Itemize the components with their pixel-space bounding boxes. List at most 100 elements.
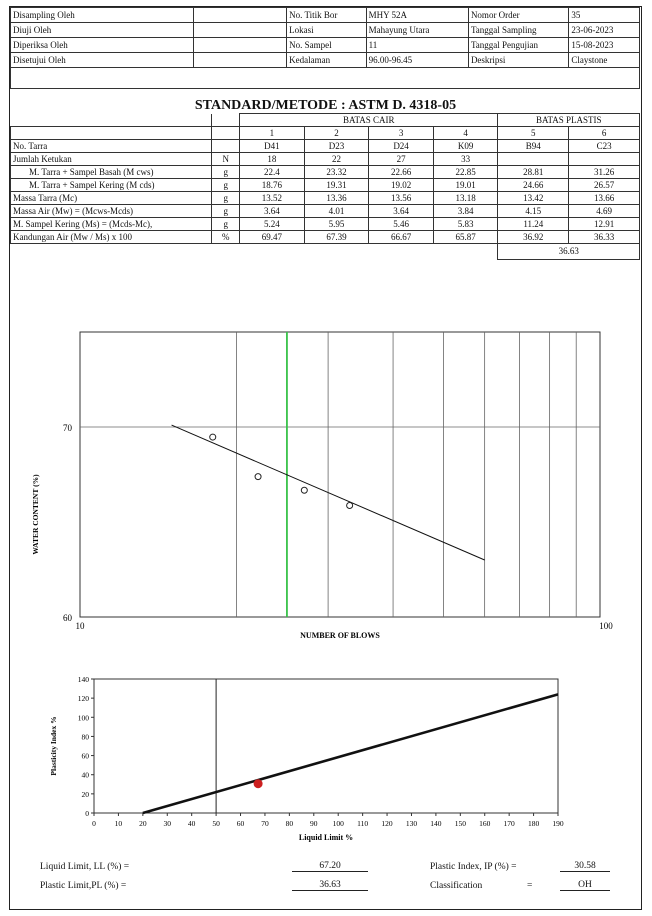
header-label: Lokasi [286,22,367,38]
cell-value: 3.64 [239,204,305,218]
row-unit [211,139,241,153]
cell-value: 5.24 [239,217,305,231]
header-value: 35 [568,7,640,23]
header-value: Claystone [568,52,640,68]
x-tick-label: 30 [164,819,172,828]
x-tick-label: 50 [212,819,220,828]
cell-value: 22.85 [432,165,499,179]
cell-value: B94 [497,139,570,153]
row-label: M. Tarra + Sampel Kering (M cds) [9,178,213,192]
x-tick-label: 170 [504,819,516,828]
y-tick-label: 60 [63,613,73,623]
header-row: Diperiksa Oleh No. Sampel 11 Tanggal Penguj… [10,37,640,53]
cell-value: 67.39 [303,230,370,244]
cell-value: D41 [239,139,305,153]
header-value: MHY 52A [365,7,469,23]
header-label: No. Sampel [286,37,367,53]
x-tick-label: 190 [552,819,564,828]
cell-value: 4.15 [497,204,570,218]
header-value: 96.00-96.45 [365,52,469,68]
cell-value: 11.24 [497,217,570,231]
row-unit: g [211,165,241,179]
x-tick-label: 20 [139,819,147,828]
header-label: Disampling Oleh [10,7,194,23]
cell-value: 36.92 [497,230,570,244]
x-tick-label: 150 [455,819,467,828]
x-tick-label: 130 [406,819,418,828]
cell-value: 13.52 [239,191,305,205]
row-label: Kandungan Air (Mw / Ms) x 100 [9,230,213,244]
y-tick-label: 100 [78,713,90,722]
batas-cair-header: BATAS CAIR [239,113,499,127]
header-label: Deskripsi [467,52,570,68]
row-unit: g [211,204,241,218]
column-number: 4 [432,126,499,140]
trendline [171,424,485,561]
header-label: Tanggal Pengujian [467,37,570,53]
header-value [192,52,288,68]
classification-equals: = [527,881,533,891]
y-axis-label: Plasticity Index % [49,716,58,775]
header-label: Disetujui Oleh [10,52,194,68]
test-row: No. Tarra D41 D23 D24 K09 B94 C23 [9,139,640,153]
cell-value: 4.69 [568,204,640,218]
y-tick-label: 60 [82,752,90,761]
cell-value: 5.95 [303,217,370,231]
test-row: Jumlah Ketukan N 18 22 27 33 [9,152,640,166]
column-number: 2 [303,126,370,140]
header-value: 11 [365,37,469,53]
cell-value: 33 [432,152,499,166]
cell-value: 22.4 [239,165,305,179]
column-number: 6 [568,126,640,140]
plasticity-chart: UNIFIED CLASSIFICATION020406080100120140… [49,667,564,842]
x-axis-label: NUMBER OF BLOWS [300,631,380,640]
cell-value: 22.66 [368,165,434,179]
cell-value: 3.84 [432,204,499,218]
cell-value: 69.47 [239,230,305,244]
cell-value: 28.81 [497,165,570,179]
header-value [192,7,288,23]
test-row: Kandungan Air (Mw / Ms) x 100% 69.47 67.39… [9,230,640,244]
y-tick-label: 140 [78,675,90,684]
cell-value: 23.32 [303,165,370,179]
header-label: Kedalaman [286,52,367,68]
cell-value: 13.56 [368,191,434,205]
row-label: No. Tarra [9,139,213,153]
header-value: 23-06-2023 [568,22,640,38]
header-value [192,22,288,38]
ip-label: Plastic Index, IP (%) = [430,862,517,872]
sample-point [253,779,263,789]
row-unit: g [211,178,241,192]
cell-value: 22 [303,152,370,166]
cell-value: 36.33 [568,230,640,244]
header-row: Diuji Oleh Lokasi Mahayung Utara Tanggal Sa… [10,22,640,38]
chart-title: UNIFIED CLASSIFICATION [276,667,380,669]
row-unit: % [211,230,241,244]
cell-value: 18 [239,152,305,166]
x-tick-label: 160 [479,819,491,828]
cell-value: 31.26 [568,165,640,179]
header-label: Nomor Order [467,7,570,23]
row-label: M. Tarra + Sampel Basah (M cws) [9,165,213,179]
classification-value: OH [560,880,610,891]
cell-value: 66.67 [368,230,434,244]
cell-value: 19.01 [432,178,499,192]
data-point [209,433,217,441]
header-value [192,37,288,53]
row-label: Jumlah Ketukan [9,152,213,166]
header-label: Diuji Oleh [10,22,194,38]
cell-value: 13.66 [568,191,640,205]
cell-value: 13.42 [497,191,570,205]
x-tick-label: 80 [286,819,294,828]
row-label: M. Sampel Kering (Ms) = (Mcds-Mc), [9,217,213,231]
row-unit: g [211,191,241,205]
batas-plastis-header: BATAS PLASTIS [497,113,640,127]
cell-value: 19.31 [303,178,370,192]
y-tick-label: 70 [63,423,73,433]
header-label: No. Titik Bor [286,7,367,23]
ll-label: Liquid Limit, LL (%) = [40,862,130,872]
header-label: Tanggal Sampling [467,22,570,38]
column-number: 3 [368,126,434,140]
cell-value: K09 [432,139,499,153]
